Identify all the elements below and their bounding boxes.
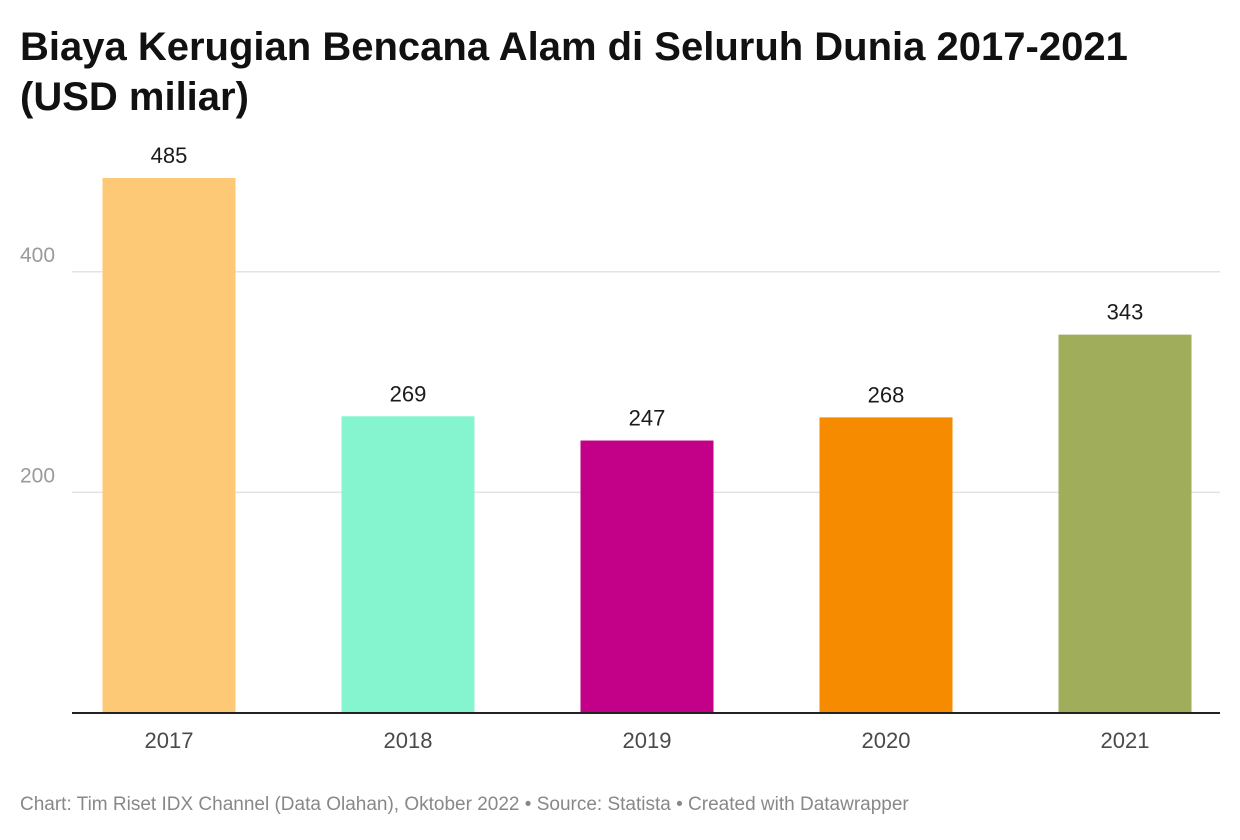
x-tick-label: 2020 [862,728,911,753]
bars [102,178,1192,713]
x-tick-label: 2017 [145,728,194,753]
chart-footer: Chart: Tim Riset IDX Channel (Data Olaha… [20,794,909,815]
value-labels: 485 269 247 268 343 [151,143,1144,431]
chart-title: Biaya Kerugian Bencana Alam di Seluruh D… [20,25,1128,119]
bar-2019 [580,440,714,713]
x-tick-label: 2018 [384,728,433,753]
bar-2021 [1058,334,1192,713]
y-tick-label: 400 [20,244,55,267]
value-label: 343 [1107,300,1144,325]
x-tick-label: 2021 [1101,728,1150,753]
x-tick-label: 2019 [623,728,672,753]
value-label: 485 [151,143,188,168]
value-label: 268 [868,382,905,407]
bar-2017 [102,178,236,713]
value-label: 247 [629,406,666,431]
bar-2018 [341,416,475,713]
value-label: 269 [390,381,427,406]
bar-2020 [819,417,953,713]
y-tick-label: 200 [20,464,55,487]
axes: 2017 2018 2019 2020 2021 [72,712,1220,753]
